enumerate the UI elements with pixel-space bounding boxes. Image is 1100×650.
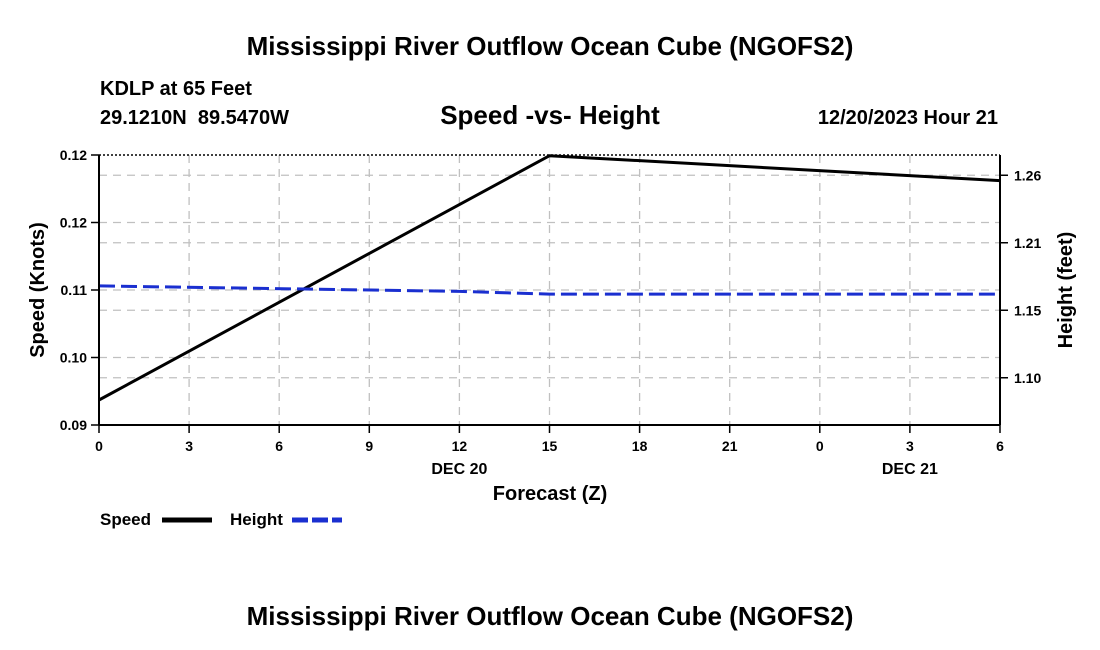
left-axis: 0.09 0.10 0.11 0.12 0.12: [60, 147, 99, 433]
x-tick-label: 6: [996, 438, 1004, 454]
series-line-speed: [98, 154, 1001, 402]
station-name: KDLP at 65 Feet: [100, 78, 252, 100]
x-tick-label: 3: [185, 438, 193, 454]
right-tick-label: 1.15: [1014, 302, 1041, 318]
x-tick-label: 3: [906, 438, 914, 454]
series-layer: [98, 154, 1001, 402]
x-tick-label: 15: [542, 438, 558, 454]
forecast-datetime: 12/20/2023 Hour 21: [818, 107, 998, 129]
x-tick-label: 9: [365, 438, 373, 454]
x-tick-label: 6: [275, 438, 283, 454]
grid: [99, 155, 1000, 425]
right-tick-label: 1.21: [1014, 235, 1041, 251]
x-tick-label: 18: [632, 438, 648, 454]
x-date-label: DEC 21: [882, 461, 938, 478]
x-tick-label: 21: [722, 438, 738, 454]
chart-title: Speed -vs- Height: [440, 100, 660, 130]
y-axis-left-label: Speed (Knots): [27, 222, 49, 358]
right-tick-label: 1.26: [1014, 167, 1041, 183]
right-axis: 1.10 1.15 1.21 1.26: [1000, 167, 1041, 386]
legend: Speed Height: [100, 510, 342, 529]
legend-speed-label: Speed: [100, 510, 151, 529]
series-line-height: [98, 284, 1000, 296]
x-axis-label: Forecast (Z): [493, 483, 607, 505]
left-tick-label: 0.12: [60, 147, 87, 163]
left-tick-label: 0.12: [60, 215, 87, 231]
left-tick-label: 0.09: [60, 417, 87, 433]
left-tick-label: 0.11: [61, 282, 88, 298]
legend-height-label: Height: [230, 510, 283, 529]
station-coords: 29.1210N 89.5470W: [100, 107, 289, 129]
x-tick-label: 0: [816, 438, 824, 454]
x-tick-label: 0: [95, 438, 103, 454]
left-tick-label: 0.10: [60, 350, 87, 366]
y-axis-right-label: Height (feet): [1055, 232, 1077, 349]
x-axis: 0 3 6 9 12 15 18 21 0 3 6 DEC 20 DEC 21: [95, 425, 1004, 478]
x-date-label: DEC 20: [431, 461, 487, 478]
footer-title: Mississippi River Outflow Ocean Cube (NG…: [247, 601, 854, 631]
right-tick-label: 1.10: [1014, 370, 1041, 386]
page-title: Mississippi River Outflow Ocean Cube (NG…: [247, 31, 854, 61]
x-tick-label: 12: [452, 438, 468, 454]
